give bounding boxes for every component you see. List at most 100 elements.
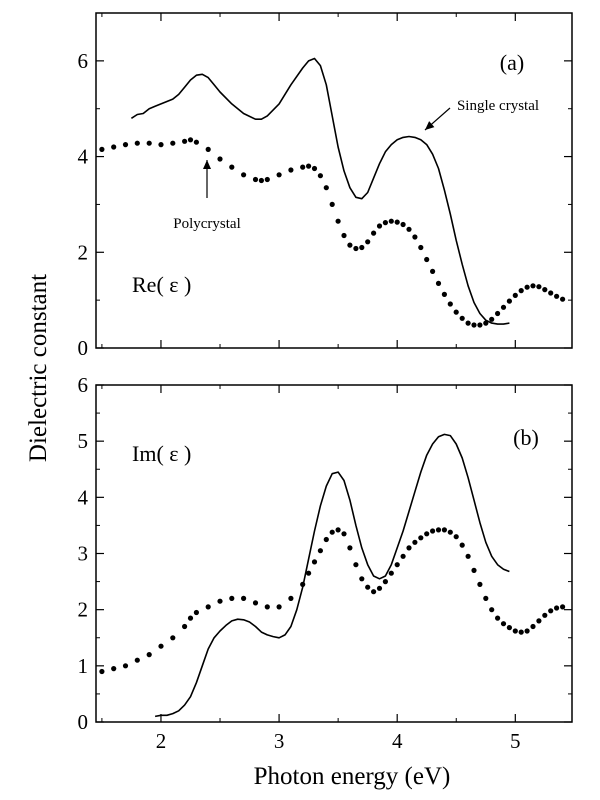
data-point-b xyxy=(229,595,235,602)
data-point-b xyxy=(512,628,518,634)
data-point-b xyxy=(311,559,318,565)
dotted-series-a xyxy=(99,137,566,328)
data-point-b xyxy=(365,584,371,590)
data-point-b xyxy=(406,545,412,551)
data-point-a xyxy=(453,309,459,315)
data-point-b xyxy=(252,600,259,606)
data-point-a xyxy=(477,322,483,328)
data-point-a xyxy=(288,167,294,173)
x-tick-label-b: 2 xyxy=(156,729,167,753)
dotted-series-b xyxy=(99,527,566,675)
data-point-b xyxy=(371,589,377,595)
data-point-a xyxy=(347,242,353,248)
data-point-b xyxy=(134,657,140,663)
y-tick-label-b: 4 xyxy=(78,485,89,509)
quantity-label-a: Re( ε ) xyxy=(132,272,191,297)
annotation-polycrystal: Polycrystal xyxy=(173,216,241,232)
data-point-a xyxy=(258,177,264,184)
data-point-b xyxy=(483,595,489,602)
data-point-b xyxy=(182,623,188,630)
data-point-b xyxy=(412,539,418,545)
data-point-a xyxy=(311,165,318,172)
data-point-a xyxy=(512,292,518,298)
data-point-b xyxy=(170,635,176,641)
data-point-b xyxy=(424,531,430,537)
data-point-a xyxy=(542,287,548,293)
data-point-b xyxy=(241,595,247,602)
data-point-a xyxy=(548,290,554,296)
data-point-b xyxy=(276,604,282,610)
data-point-b xyxy=(471,567,477,574)
solid-series-b xyxy=(154,433,510,718)
data-point-b xyxy=(353,562,359,568)
annotation-single-crystal: Single crystal xyxy=(457,98,539,114)
data-point-a xyxy=(323,185,329,191)
data-point-a xyxy=(359,244,365,251)
data-point-a xyxy=(134,140,140,146)
data-point-b xyxy=(264,604,270,610)
quantity-label-b: Im( ε ) xyxy=(132,441,191,466)
data-point-a xyxy=(406,226,412,232)
data-point-a xyxy=(430,268,436,274)
data-point-b xyxy=(99,668,105,675)
data-point-b xyxy=(122,663,129,669)
data-point-b xyxy=(430,528,436,534)
data-point-b xyxy=(418,535,424,541)
data-point-a xyxy=(217,156,223,162)
data-point-b xyxy=(388,570,394,576)
data-point-b xyxy=(524,628,530,634)
data-point-a xyxy=(560,296,566,302)
data-point-a xyxy=(447,301,453,307)
data-point-a xyxy=(229,164,235,170)
data-point-a xyxy=(170,140,176,146)
data-point-b xyxy=(554,605,560,611)
data-point-b xyxy=(518,629,524,635)
data-point-b xyxy=(217,598,223,604)
data-point-b xyxy=(187,615,194,621)
data-point-a xyxy=(341,232,347,239)
data-point-a xyxy=(412,234,418,240)
data-point-a xyxy=(241,172,247,178)
data-point-a xyxy=(524,284,530,290)
data-point-a xyxy=(99,146,105,152)
panel-b: 0 1 2 3 4 5 6 2 3 4 5 (b) Im( ε ) xyxy=(78,373,573,753)
data-point-a xyxy=(276,172,282,178)
data-point-b xyxy=(394,562,400,568)
y-tick-label-b: 3 xyxy=(78,542,89,566)
data-point-a xyxy=(394,219,400,225)
data-point-b xyxy=(536,618,542,624)
annotation-arrowhead xyxy=(203,160,211,169)
data-point-b xyxy=(329,529,335,535)
data-point-b xyxy=(341,531,347,537)
panel-label-a: (a) xyxy=(500,50,524,75)
data-point-a xyxy=(205,146,211,152)
y-tick-label-b: 1 xyxy=(78,654,89,678)
data-point-a xyxy=(182,138,188,144)
data-point-a xyxy=(371,230,377,236)
data-point-b xyxy=(530,623,536,630)
data-point-a xyxy=(465,320,471,326)
data-point-a xyxy=(459,315,465,321)
data-point-b xyxy=(300,581,306,588)
panel-label-b: (b) xyxy=(513,425,539,450)
x-tick-label-b: 5 xyxy=(510,729,521,753)
data-point-a xyxy=(400,221,406,228)
data-point-b xyxy=(376,585,383,591)
data-point-b xyxy=(382,579,388,585)
data-point-a xyxy=(122,142,129,148)
y-tick-label-a: 4 xyxy=(78,145,89,169)
data-point-a xyxy=(518,288,524,294)
x-tick-label-b: 4 xyxy=(392,729,403,753)
data-point-b xyxy=(347,545,353,551)
data-point-b xyxy=(477,581,483,588)
data-point-a xyxy=(300,164,306,170)
data-point-a xyxy=(506,298,512,304)
y-tick-label-b: 2 xyxy=(78,598,89,622)
data-point-a xyxy=(335,218,341,224)
data-point-b xyxy=(435,527,442,533)
data-point-a xyxy=(483,320,489,326)
panel-a: 0 2 4 6 (a) Re( ε ) Single crystal Polycrystal xyxy=(78,12,573,360)
data-point-b xyxy=(560,604,566,610)
